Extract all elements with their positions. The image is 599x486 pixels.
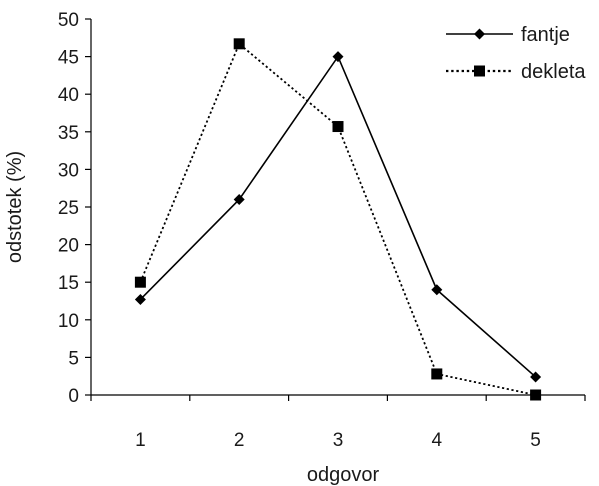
y-tick-label: 10 bbox=[58, 311, 79, 332]
y-tick-label: 0 bbox=[68, 386, 79, 407]
data-point bbox=[233, 193, 245, 205]
data-point bbox=[530, 371, 542, 383]
data-point bbox=[530, 389, 542, 401]
legend-marker bbox=[474, 28, 485, 40]
data-point bbox=[431, 368, 443, 380]
y-tick-label: 5 bbox=[68, 348, 79, 369]
x-tick-label: 4 bbox=[432, 430, 443, 451]
series-line-dekleta bbox=[139, 42, 536, 396]
data-point bbox=[332, 121, 344, 133]
y-tick-label: 40 bbox=[58, 85, 79, 106]
x-tick-label: 1 bbox=[135, 430, 146, 451]
legend-label: dekleta bbox=[521, 61, 586, 83]
data-point bbox=[134, 276, 146, 288]
y-tick-label: 25 bbox=[58, 198, 79, 219]
data-point bbox=[332, 51, 344, 63]
legend-item-dekleta: dekleta bbox=[446, 61, 586, 83]
series-line-fantje bbox=[139, 54, 537, 378]
series-layer bbox=[134, 38, 542, 401]
legend-label: fantje bbox=[521, 24, 570, 46]
series-dekleta bbox=[134, 38, 542, 401]
data-point bbox=[134, 293, 146, 305]
legend-marker bbox=[474, 65, 485, 77]
x-ticks: 1 2 3 4 5 bbox=[90, 395, 586, 451]
axes bbox=[90, 19, 585, 396]
y-tick-label: 30 bbox=[58, 160, 79, 181]
x-tick-label: 3 bbox=[333, 430, 344, 451]
series-fantje bbox=[134, 51, 542, 383]
legend: fantje dekleta bbox=[446, 24, 586, 83]
y-axis-title: odstotek (%) bbox=[4, 151, 26, 263]
y-tick-label: 15 bbox=[58, 273, 79, 294]
x-tick-label: 2 bbox=[234, 430, 245, 451]
y-ticks: 0 5 10 15 20 25 30 35 40 45 50 bbox=[58, 10, 91, 407]
data-point bbox=[431, 284, 443, 296]
y-tick-label: 45 bbox=[58, 48, 79, 69]
x-axis-title: odgovor bbox=[307, 464, 380, 486]
x-tick-label: 5 bbox=[530, 430, 541, 451]
data-point bbox=[233, 38, 245, 50]
y-tick-label: 50 bbox=[58, 10, 79, 31]
y-tick-label: 35 bbox=[58, 123, 79, 144]
legend-item-fantje: fantje bbox=[446, 24, 570, 46]
y-tick-label: 20 bbox=[58, 236, 79, 257]
